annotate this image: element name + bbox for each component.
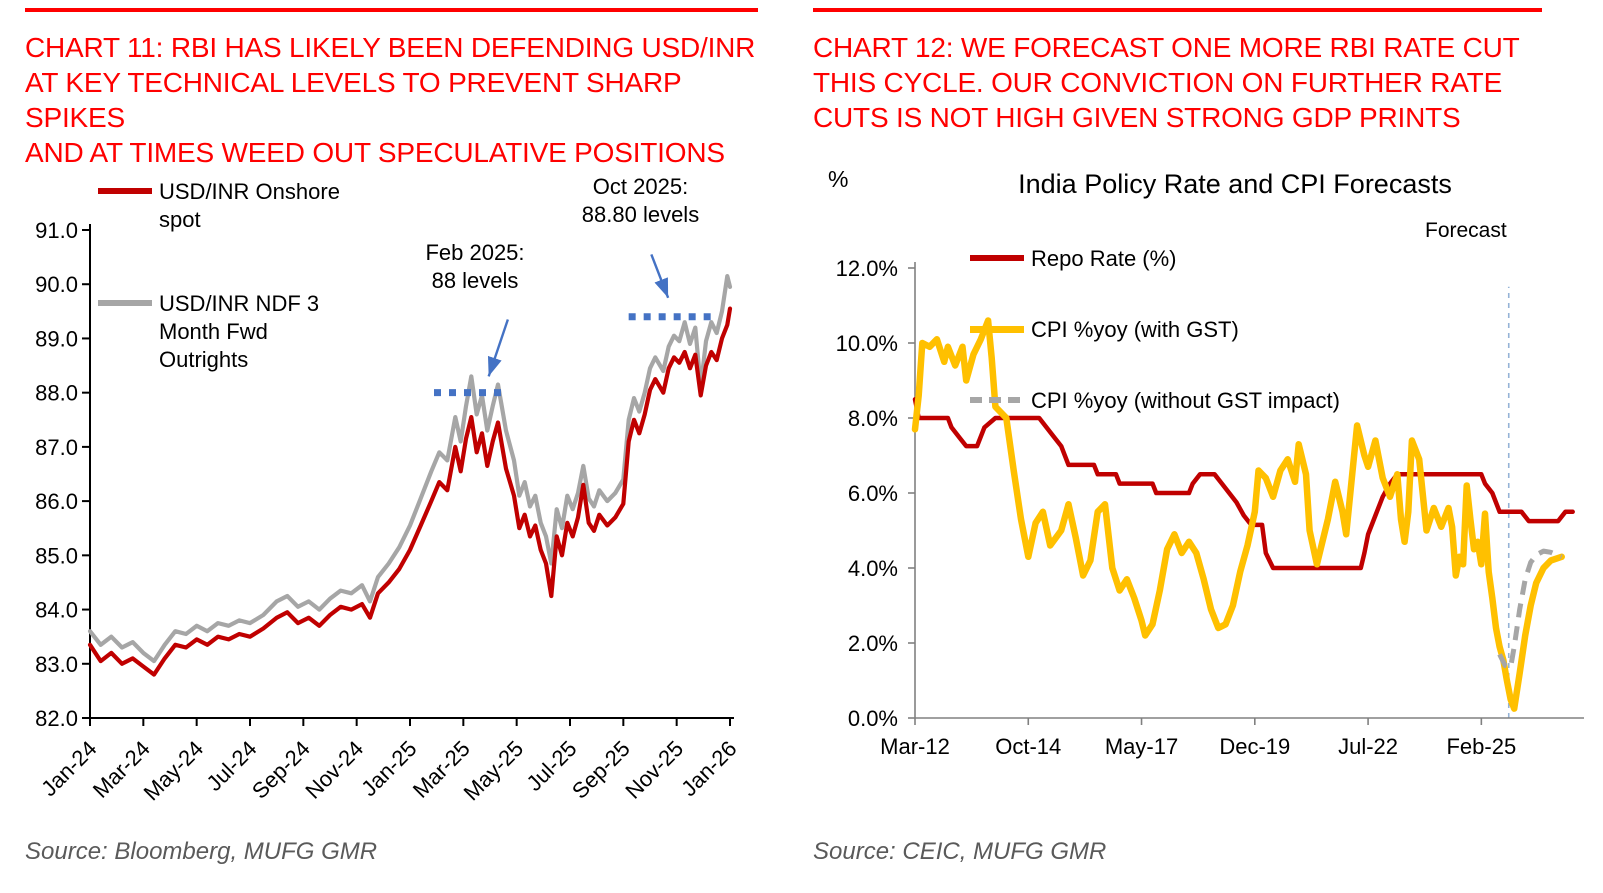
svg-text:4.0%: 4.0% xyxy=(848,556,898,581)
spot-line-swatch xyxy=(98,188,152,194)
legend-item-usdinr-spot: USD/INR Onshore spot xyxy=(98,178,340,234)
svg-text:Mar-12: Mar-12 xyxy=(880,734,950,759)
usdinr-chart-svg: 82.0 83.0 84.0 85.0 86.0 87.0 88.0 89.0 90.0 91.0… xyxy=(35,218,741,806)
svg-text:12.0%: 12.0% xyxy=(836,256,898,281)
policy-cpi-chart-svg: 0.0% 2.0% 4.0% 6.0% 8.0% 10.0% 12.0% Mar-12 Oct-… xyxy=(836,256,1584,759)
legend-label: Repo Rate (%) xyxy=(1031,246,1177,271)
svg-text:86.0: 86.0 xyxy=(35,489,78,514)
svg-text:Sep-24: Sep-24 xyxy=(247,736,315,804)
svg-text:Sep-25: Sep-25 xyxy=(567,736,635,804)
svg-text:May-25: May-25 xyxy=(459,736,529,806)
svg-text:87.0: 87.0 xyxy=(35,435,78,460)
svg-text:84.0: 84.0 xyxy=(35,598,78,623)
svg-text:Jul-22: Jul-22 xyxy=(1338,734,1398,759)
svg-text:88.0: 88.0 xyxy=(35,381,78,406)
repo-line-swatch xyxy=(970,255,1024,261)
svg-text:91.0: 91.0 xyxy=(35,218,78,243)
legend-item-cpi-without-gst: CPI %yoy (without GST impact) xyxy=(970,387,1340,415)
ndf-line-swatch xyxy=(98,300,152,306)
svg-text:Nov-24: Nov-24 xyxy=(300,736,368,804)
svg-text:82.0: 82.0 xyxy=(35,706,78,731)
legend-label: CPI %yoy (with GST) xyxy=(1031,317,1239,342)
svg-text:May-17: May-17 xyxy=(1105,734,1178,759)
svg-text:85.0: 85.0 xyxy=(35,543,78,568)
source-left: Source: Bloomberg, MUFG GMR xyxy=(25,838,378,865)
source-right: Source: CEIC, MUFG GMR xyxy=(813,838,1107,865)
svg-text:10.0%: 10.0% xyxy=(836,331,898,356)
svg-text:Jan-25: Jan-25 xyxy=(356,736,421,801)
y-axis-unit-label: % xyxy=(828,166,849,192)
legend-label: USD/INR NDF 3 Month Fwd Outrights xyxy=(159,291,320,373)
annotation-feb-2025: Feb 2025: 88 levels xyxy=(425,240,525,293)
svg-text:0.0%: 0.0% xyxy=(848,706,898,731)
legend-item-usdinr-ndf: USD/INR NDF 3 Month Fwd Outrights xyxy=(98,290,319,374)
svg-text:2.0%: 2.0% xyxy=(848,631,898,656)
svg-text:Jan-26: Jan-26 xyxy=(676,736,741,801)
legend-item-cpi-with-gst: CPI %yoy (with GST) xyxy=(970,316,1239,344)
chart12-title-rule xyxy=(813,8,1542,12)
cpi-dashed-line-swatch xyxy=(970,397,1024,403)
svg-text:Jan-24: Jan-24 xyxy=(36,736,101,801)
chart12-title: CHART 12: WE FORECAST ONE MORE RBI RATE … xyxy=(813,32,1520,133)
svg-text:89.0: 89.0 xyxy=(35,326,78,351)
annotation-oct-2025: Oct 2025: 88.80 levels xyxy=(581,174,700,227)
svg-text:May-24: May-24 xyxy=(139,736,209,806)
svg-text:90.0: 90.0 xyxy=(35,272,78,297)
cpi-line-swatch xyxy=(970,326,1024,333)
legend-item-repo-rate: Repo Rate (%) xyxy=(970,245,1177,273)
chart11-title-rule xyxy=(25,8,758,12)
svg-text:8.0%: 8.0% xyxy=(848,406,898,431)
legend-label: USD/INR Onshore spot xyxy=(159,179,340,233)
legend-label: CPI %yoy (without GST impact) xyxy=(1031,388,1340,413)
inner-chart-title: India Policy Rate and CPI Forecasts xyxy=(1018,169,1452,199)
forecast-label: Forecast xyxy=(1425,219,1507,242)
svg-text:Feb-25: Feb-25 xyxy=(1446,734,1516,759)
svg-text:Nov-25: Nov-25 xyxy=(620,736,688,804)
svg-text:83.0: 83.0 xyxy=(35,652,78,677)
svg-text:Oct-14: Oct-14 xyxy=(995,734,1061,759)
svg-text:6.0%: 6.0% xyxy=(848,481,898,506)
svg-text:Dec-19: Dec-19 xyxy=(1219,734,1290,759)
chart11-title: CHART 11: RBI HAS LIKELY BEEN DEFENDING … xyxy=(25,32,756,168)
